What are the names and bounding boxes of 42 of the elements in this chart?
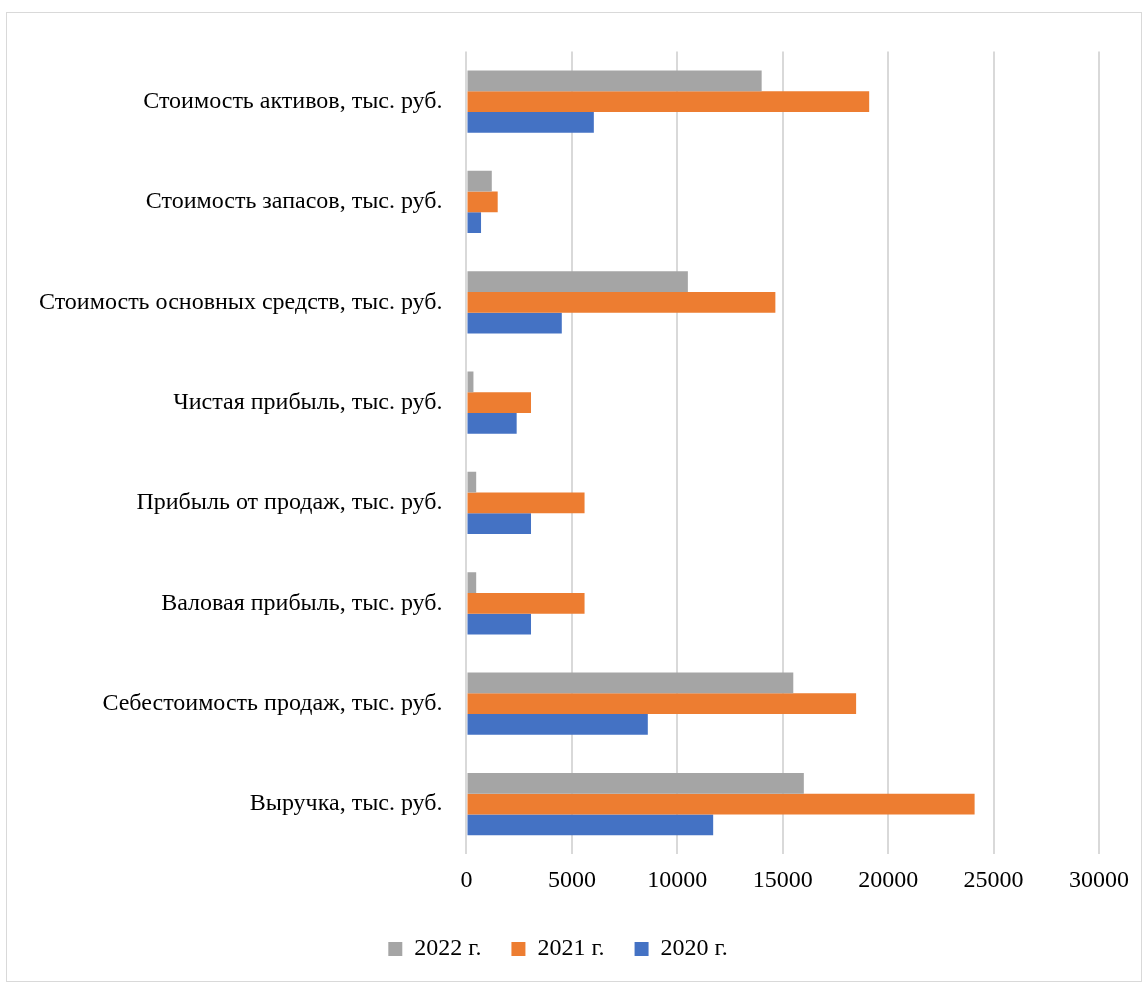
bar	[467, 613, 531, 635]
bar	[467, 191, 498, 213]
bar	[467, 70, 762, 92]
bar	[467, 291, 776, 313]
legend-label: 2021 г.	[537, 934, 605, 961]
bar	[467, 471, 477, 493]
x-tick-label: 30000	[1069, 865, 1129, 892]
bar	[467, 693, 857, 715]
bar	[467, 312, 562, 334]
y-tick-label: Чистая прибыль, тыс. руб.	[173, 387, 443, 414]
bar	[467, 772, 804, 794]
bar	[467, 572, 477, 593]
y-tick-label: Валовая прибыль, тыс. руб.	[161, 588, 443, 615]
legend-label: 2022 г.	[414, 934, 482, 961]
bar	[467, 412, 517, 434]
legend-label: 2020 г.	[660, 934, 728, 961]
bar	[467, 271, 688, 292]
bar	[467, 111, 594, 133]
bar	[467, 592, 585, 614]
bar	[467, 392, 531, 413]
x-tick-label: 0	[460, 865, 473, 892]
y-tick-label: Стоимость основных средств, тыс. руб.	[38, 287, 443, 314]
bar	[467, 371, 474, 393]
bar	[467, 793, 975, 815]
x-tick-label: 10000	[647, 865, 708, 892]
bar	[467, 714, 648, 735]
x-tick-label: 15000	[752, 865, 813, 892]
bar	[467, 513, 531, 535]
y-tick-label: Себестоимость продаж, тыс. руб.	[102, 688, 443, 715]
y-tick-label: Стоимость активов, тыс. руб.	[143, 86, 443, 113]
x-tick-label: 25000	[963, 865, 1024, 892]
bar	[467, 170, 492, 192]
bar	[467, 91, 870, 112]
x-tick-label: 5000	[547, 865, 596, 892]
bar	[467, 814, 714, 836]
y-tick-label: Стоимость запасов, тыс. руб.	[145, 187, 443, 214]
bar	[467, 492, 585, 514]
y-tick-label: Выручка, тыс. руб.	[249, 789, 443, 816]
bar	[467, 212, 482, 234]
x-tick-label: 20000	[858, 865, 919, 892]
bar	[467, 672, 794, 694]
y-tick-label: Прибыль от продаж, тыс. руб.	[136, 488, 443, 515]
